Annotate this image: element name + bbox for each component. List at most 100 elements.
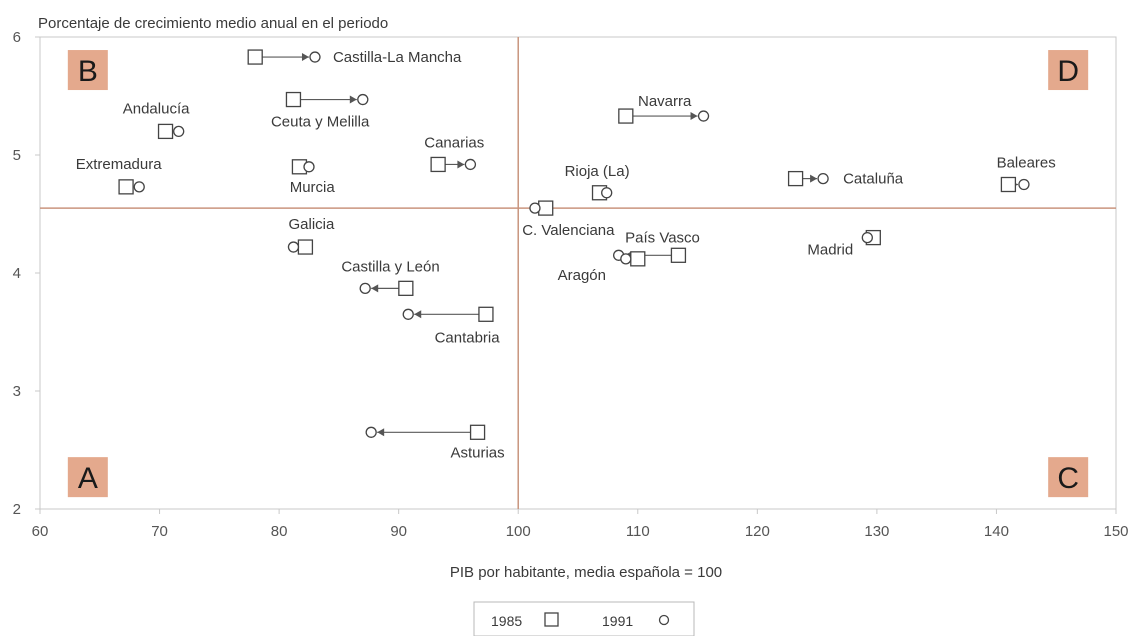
region-cantabria: Cantabria xyxy=(402,306,501,346)
x-tick-label: 150 xyxy=(1103,523,1128,540)
marker-1985 xyxy=(430,156,446,173)
x-tick-label: 60 xyxy=(32,523,49,540)
y-tick-label: 6 xyxy=(13,29,21,46)
region-castilla-y-león: Castilla y León xyxy=(341,258,440,296)
quadrant-letter: C xyxy=(1057,462,1079,495)
marker-1991 xyxy=(620,253,632,265)
marker-1985 xyxy=(478,306,494,322)
quadrant-box xyxy=(1048,457,1089,498)
marker-1991 xyxy=(402,308,414,320)
quadrant-d: D xyxy=(1048,50,1089,91)
arrowhead-icon xyxy=(371,284,379,293)
region-andalucía: Andalucía xyxy=(123,100,190,140)
region-aragón: Aragón xyxy=(558,251,646,284)
quadrant-a: A xyxy=(67,457,108,498)
region-label: Baleares xyxy=(997,155,1056,172)
x-tick-label: 100 xyxy=(506,523,531,540)
x-tick-label: 70 xyxy=(151,523,168,540)
marker-1991 xyxy=(303,161,315,173)
quadrant-labels: A B C D xyxy=(67,50,1089,498)
marker-1985 xyxy=(1000,176,1017,193)
arrowhead-icon xyxy=(349,95,357,104)
region-extremadura: Extremadura xyxy=(76,156,163,195)
legend-label-1985: 1985 xyxy=(491,613,522,629)
x-tick-label: 110 xyxy=(626,523,650,540)
marker-1985 xyxy=(157,123,174,140)
quadrant-box xyxy=(67,457,108,498)
x-tick-label: 130 xyxy=(864,523,889,540)
arrowhead-icon xyxy=(690,112,698,121)
marker-1991 xyxy=(359,282,371,294)
quadrant-letter: B xyxy=(78,55,98,88)
marker-1985 xyxy=(670,247,687,263)
marker-1985 xyxy=(398,280,414,296)
region-galicia: Galicia xyxy=(287,216,336,255)
region-canarias: Canarias xyxy=(424,134,484,173)
legend-circle-icon xyxy=(658,614,670,626)
marker-1991 xyxy=(1018,178,1030,191)
arrowhead-icon xyxy=(457,160,465,169)
marker-1985 xyxy=(297,239,314,255)
y-tick-label: 2 xyxy=(13,501,21,518)
region-castilla-la-mancha: Castilla-La Mancha xyxy=(247,49,462,66)
region-label: Canarias xyxy=(424,134,484,151)
marker-1991 xyxy=(861,231,873,244)
chart-title: Porcentaje de crecimiento medio anual en… xyxy=(38,15,388,32)
marker-1985 xyxy=(247,49,263,65)
quadrant-b: B xyxy=(67,50,108,91)
arrowhead-icon xyxy=(377,428,385,437)
region-label: Castilla y León xyxy=(341,258,439,275)
marker-1991 xyxy=(133,181,145,193)
marker-1991 xyxy=(309,51,321,63)
marker-1985 xyxy=(118,179,134,195)
y-tick-label: 4 xyxy=(13,265,21,282)
x-tick-label: 140 xyxy=(984,523,1009,540)
x-tick-label: 80 xyxy=(271,523,288,540)
region-navarra: Navarra xyxy=(618,93,710,124)
region-label: Cataluña xyxy=(843,171,904,188)
region-label: Galicia xyxy=(289,216,336,233)
legend-label-1991: 1991 xyxy=(602,613,633,629)
region-madrid: Madrid xyxy=(807,229,881,259)
x-tick-label: 90 xyxy=(390,523,407,540)
legend-box xyxy=(473,601,695,637)
region-label: Castilla-La Mancha xyxy=(333,49,462,66)
region-cataluña: Cataluña xyxy=(787,170,904,188)
region-baleares: Baleares xyxy=(997,155,1056,193)
region-ceuta-y-melilla: Ceuta y Melilla xyxy=(271,91,370,131)
region-label: Madrid xyxy=(807,242,853,259)
quadrant-letter: D xyxy=(1057,55,1079,88)
region-label: Ceuta y Melilla xyxy=(271,114,370,131)
region-label: Rioja (La) xyxy=(565,163,630,180)
arrowhead-icon xyxy=(301,53,309,62)
region-label: Extremadura xyxy=(76,156,163,173)
marker-1991 xyxy=(464,158,477,171)
marker-1985 xyxy=(787,170,804,187)
region-c-valenciana: C. Valenciana xyxy=(522,200,615,239)
marker-1991 xyxy=(529,202,541,214)
quadrant-box xyxy=(1048,50,1089,91)
region-label: Cantabria xyxy=(435,329,501,346)
legend-square-icon xyxy=(544,612,559,627)
region-label: Andalucía xyxy=(123,100,190,117)
region-label: Murcia xyxy=(290,179,336,196)
marker-1985 xyxy=(285,91,302,108)
marker-1991 xyxy=(697,110,710,122)
data-points: Castilla-La Mancha Navarra Ceuta y Melilla… xyxy=(76,49,1056,461)
region-label: Asturias xyxy=(450,444,504,461)
region-murcia: Murcia xyxy=(290,159,336,196)
marker-1985 xyxy=(618,108,634,124)
quadrant-box xyxy=(67,50,108,91)
y-tick-label: 3 xyxy=(13,383,21,400)
marker-1985 xyxy=(630,251,646,267)
marker-1991 xyxy=(357,93,369,106)
y-tick-label: 5 xyxy=(13,147,21,164)
region-label: C. Valenciana xyxy=(522,222,615,239)
marker-1985 xyxy=(469,424,486,440)
marker-1991 xyxy=(601,187,613,199)
quadrant-dividers xyxy=(40,37,1116,509)
x-tick-label: 120 xyxy=(745,523,770,540)
legend: 1985 1991 xyxy=(473,601,695,637)
